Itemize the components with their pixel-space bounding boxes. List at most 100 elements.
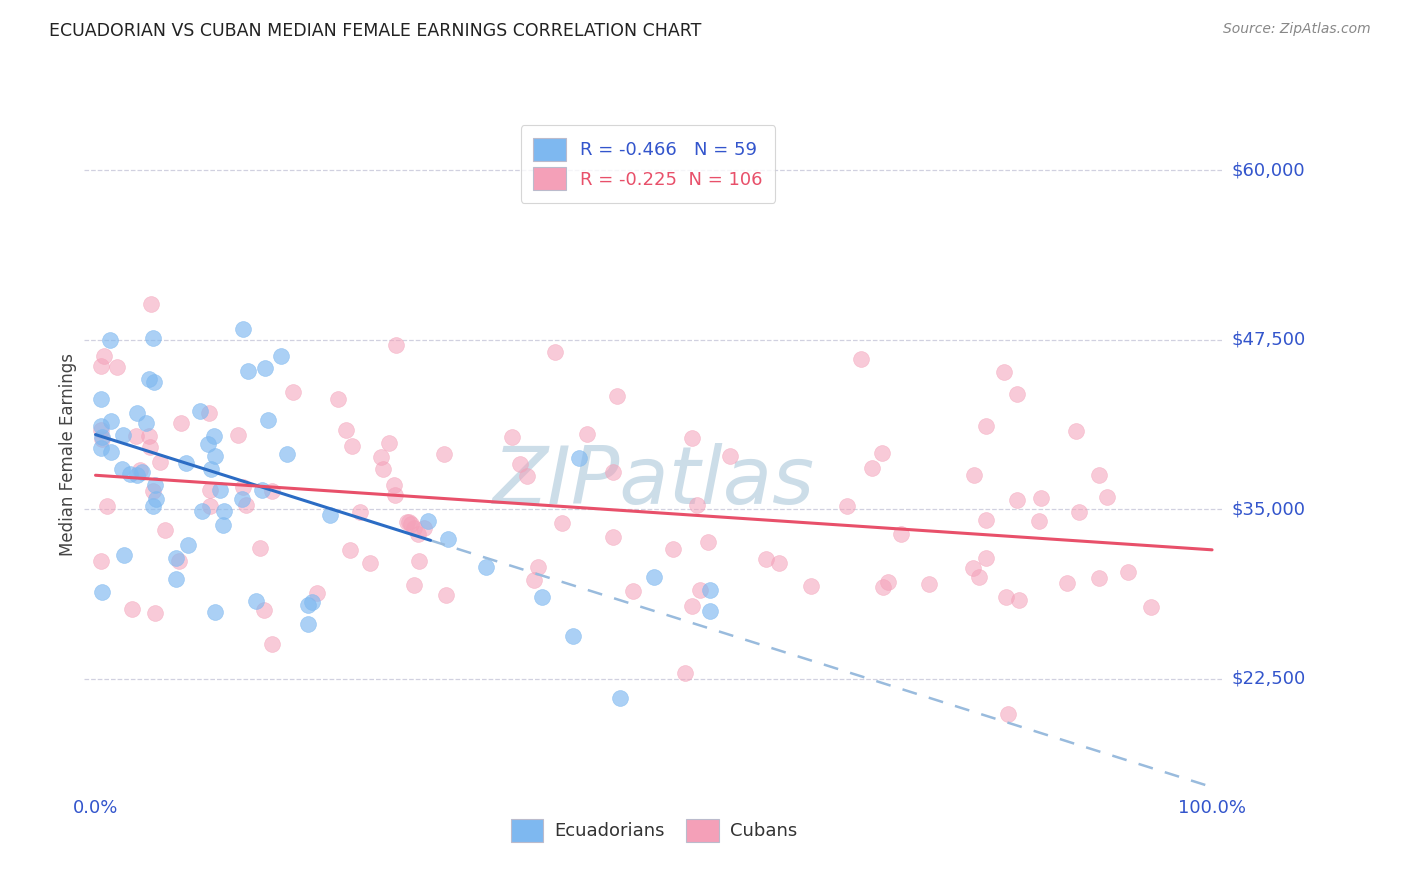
Point: [250, 483, 273, 497]
Point: [328, 392, 350, 406]
Point: [1005, 387, 1028, 401]
Point: [835, 499, 858, 513]
Point: [876, 574, 898, 589]
Point: [276, 447, 298, 461]
Point: [232, 480, 254, 494]
Point: [260, 636, 283, 650]
Point: [1116, 566, 1139, 580]
Point: [962, 560, 984, 574]
Point: [142, 375, 165, 389]
Point: [231, 491, 253, 506]
Point: [976, 551, 998, 566]
Point: [257, 413, 280, 427]
Point: [197, 437, 219, 451]
Point: [153, 524, 176, 538]
Point: [621, 584, 644, 599]
Text: $22,500: $22,500: [1232, 670, 1306, 688]
Point: [165, 551, 187, 566]
Point: [768, 556, 790, 570]
Point: [100, 444, 122, 458]
Point: [967, 570, 990, 584]
Point: [1029, 491, 1052, 505]
Point: [138, 428, 160, 442]
Point: [249, 541, 271, 556]
Point: [260, 483, 283, 498]
Point: [142, 499, 165, 513]
Point: [90, 359, 112, 373]
Point: [562, 629, 585, 643]
Point: [872, 580, 894, 594]
Point: [401, 516, 423, 531]
Point: [212, 504, 235, 518]
Point: [1007, 492, 1029, 507]
Point: [96, 499, 118, 513]
Point: [90, 418, 112, 433]
Point: [198, 406, 221, 420]
Point: [413, 521, 436, 535]
Point: [143, 606, 166, 620]
Point: [544, 345, 567, 359]
Point: [501, 430, 523, 444]
Point: [516, 468, 538, 483]
Point: [167, 553, 190, 567]
Point: [125, 468, 148, 483]
Point: [281, 384, 304, 399]
Point: [142, 483, 165, 498]
Point: [238, 364, 260, 378]
Y-axis label: Median Female Earnings: Median Female Earnings: [59, 353, 77, 557]
Text: ECUADORIAN VS CUBAN MEDIAN FEMALE EARNINGS CORRELATION CHART: ECUADORIAN VS CUBAN MEDIAN FEMALE EARNIN…: [49, 22, 702, 40]
Point: [111, 462, 134, 476]
Point: [190, 503, 212, 517]
Point: [370, 450, 392, 465]
Point: [1064, 424, 1087, 438]
Point: [576, 426, 599, 441]
Point: [90, 554, 112, 568]
Point: [385, 338, 408, 352]
Point: [382, 478, 405, 492]
Text: ZIPatlas: ZIPatlas: [492, 443, 815, 521]
Point: [93, 349, 115, 363]
Point: [174, 456, 197, 470]
Point: [100, 414, 122, 428]
Point: [673, 665, 696, 680]
Point: [531, 590, 554, 604]
Point: [699, 604, 721, 618]
Point: [918, 577, 941, 591]
Point: [890, 526, 912, 541]
Point: [359, 556, 381, 570]
Point: [340, 439, 363, 453]
Point: [568, 450, 591, 465]
Point: [755, 552, 778, 566]
Point: [550, 516, 572, 531]
Point: [200, 462, 222, 476]
Point: [689, 582, 711, 597]
Point: [1067, 505, 1090, 519]
Point: [125, 406, 148, 420]
Point: [202, 428, 225, 442]
Point: [475, 560, 498, 574]
Point: [211, 518, 233, 533]
Point: [696, 535, 718, 549]
Point: [408, 554, 430, 568]
Point: [270, 349, 292, 363]
Point: [131, 465, 153, 479]
Point: [1095, 490, 1118, 504]
Point: [170, 416, 193, 430]
Point: [125, 429, 148, 443]
Point: [235, 498, 257, 512]
Point: [509, 457, 531, 471]
Point: [253, 602, 276, 616]
Point: [232, 322, 254, 336]
Point: [800, 579, 823, 593]
Point: [90, 392, 112, 406]
Point: [139, 297, 162, 311]
Point: [963, 467, 986, 482]
Point: [643, 570, 665, 584]
Point: [253, 361, 276, 376]
Point: [408, 526, 430, 541]
Point: [699, 582, 721, 597]
Point: [523, 573, 546, 587]
Point: [686, 498, 709, 512]
Point: [204, 605, 226, 619]
Point: [404, 521, 426, 535]
